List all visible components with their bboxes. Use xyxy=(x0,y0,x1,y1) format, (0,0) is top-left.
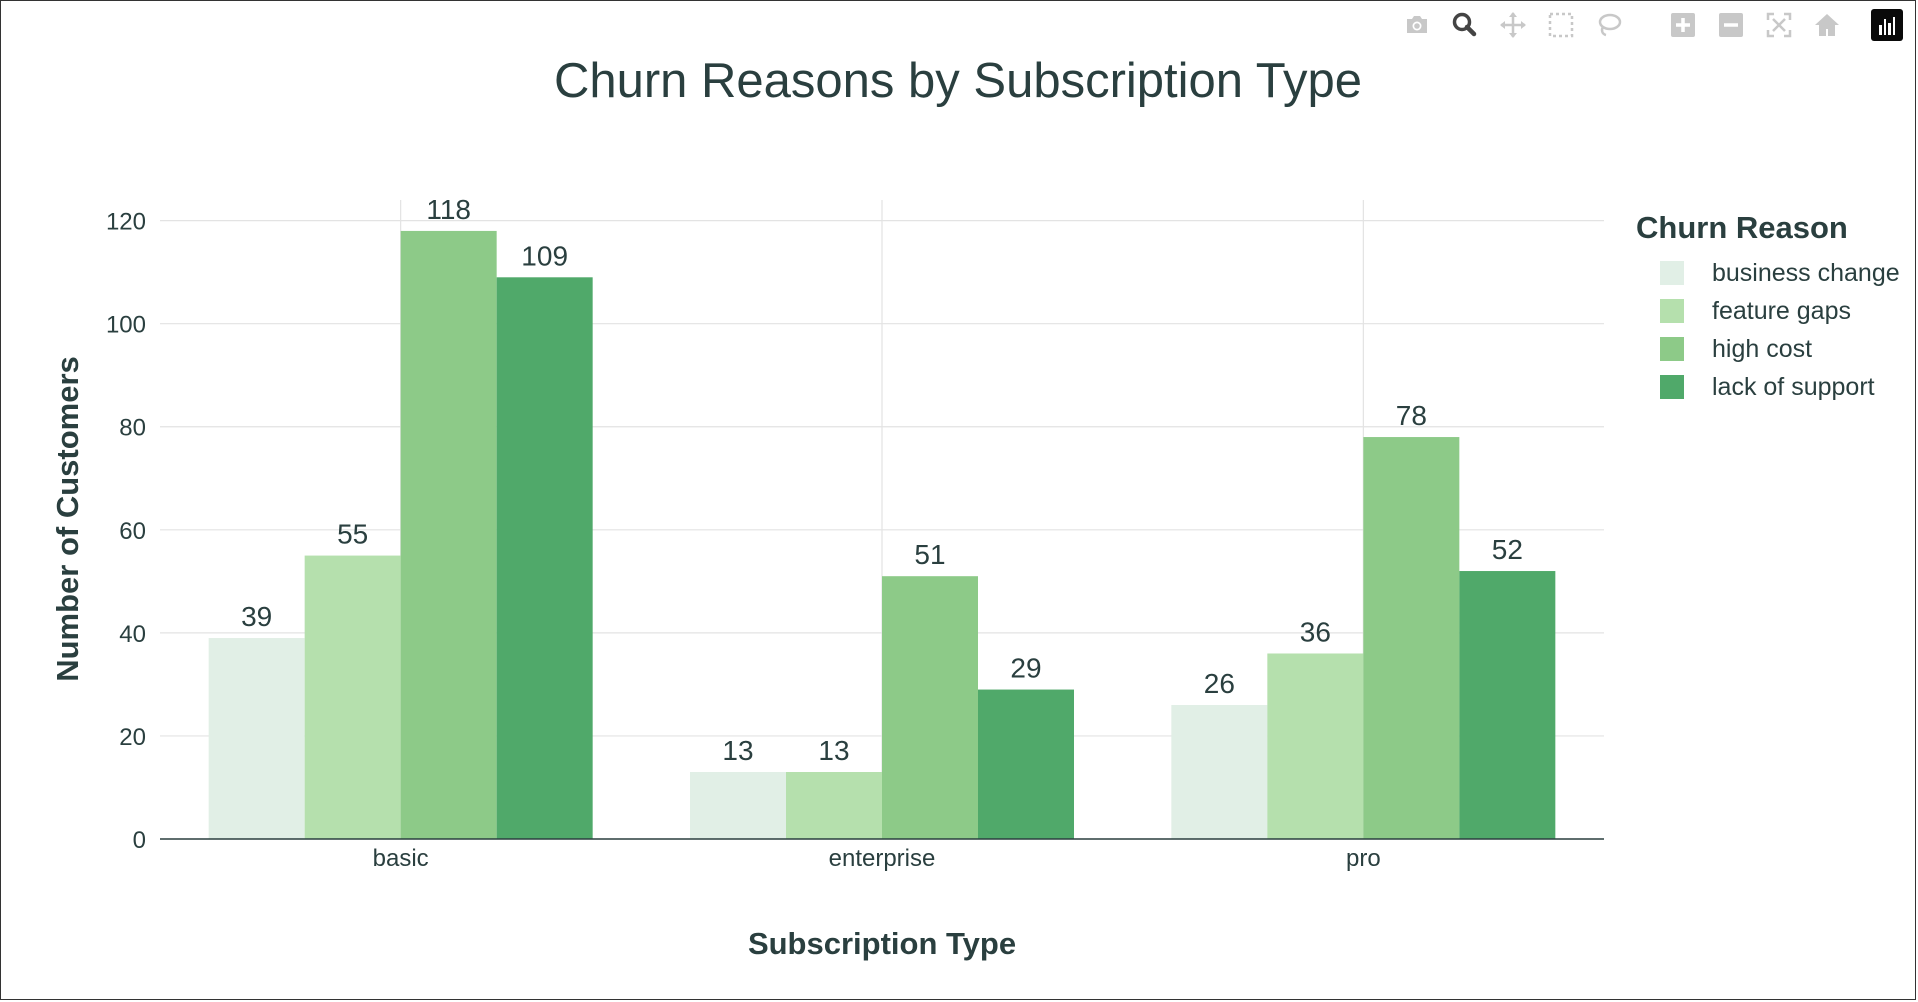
legend-label: high cost xyxy=(1712,334,1813,363)
reset-axes-icon[interactable] xyxy=(1810,8,1844,42)
box-select-icon[interactable] xyxy=(1544,8,1578,42)
lasso-select-icon[interactable] xyxy=(1592,8,1626,42)
y-axis-ticks: 0 20 40 60 80 100 120 xyxy=(106,209,146,854)
bar-value-label: 39 xyxy=(241,601,272,632)
bar-basic-business-change[interactable] xyxy=(208,638,305,839)
bar-value-label: 55 xyxy=(337,519,368,550)
zoom-out-icon[interactable] xyxy=(1714,8,1748,42)
y-tick-label: 80 xyxy=(119,415,146,442)
bars[interactable] xyxy=(208,230,1556,839)
legend-item-lack-of-support[interactable]: lack of support xyxy=(1660,368,1900,406)
chart-title: Churn Reasons by Subscription Type xyxy=(554,54,1362,108)
y-tick-label: 100 xyxy=(106,312,146,339)
legend-item-high-cost[interactable]: high cost xyxy=(1660,330,1900,368)
bar-enterprise-lack-of-support[interactable] xyxy=(978,689,1074,839)
legend-swatch xyxy=(1660,337,1684,361)
bar-basic-lack-of-support[interactable] xyxy=(496,277,593,839)
y-tick-label: 120 xyxy=(106,209,146,236)
legend: Churn Reason business change feature gaps… xyxy=(1636,210,1900,406)
y-tick-label: 0 xyxy=(133,827,146,854)
legend-swatch xyxy=(1660,261,1684,285)
bar-enterprise-business-change[interactable] xyxy=(690,772,786,839)
x-tick-label-enterprise: enterprise xyxy=(829,845,936,872)
x-tick-label-basic: basic xyxy=(373,845,429,872)
bar-value-label: 109 xyxy=(521,240,568,271)
bar-value-label: 26 xyxy=(1204,668,1235,699)
bar-pro-lack-of-support[interactable] xyxy=(1459,571,1556,839)
legend-item-feature-gaps[interactable]: feature gaps xyxy=(1660,292,1900,330)
legend-swatch xyxy=(1660,375,1684,399)
pan-icon[interactable] xyxy=(1496,8,1530,42)
modebar-group xyxy=(1652,8,1844,42)
bar-value-label: 29 xyxy=(1010,653,1041,684)
bar-value-label: 51 xyxy=(914,539,945,570)
legend-item-business-change[interactable]: business change xyxy=(1660,254,1900,292)
modebar-group xyxy=(1386,8,1626,42)
legend-swatch xyxy=(1660,299,1684,323)
y-axis-label: Number of Customers xyxy=(50,356,85,682)
x-tick-label-pro: pro xyxy=(1346,845,1381,872)
plotly-logo-icon[interactable] xyxy=(1870,8,1904,42)
legend-label: feature gaps xyxy=(1712,296,1851,325)
legend-label: business change xyxy=(1712,258,1900,287)
bar-value-label: 13 xyxy=(818,735,849,766)
y-tick-label: 60 xyxy=(119,518,146,545)
bar-basic-high-cost[interactable] xyxy=(400,230,497,839)
legend-title: Churn Reason xyxy=(1636,210,1848,245)
bar-basic-feature-gaps[interactable] xyxy=(304,555,401,839)
bar-pro-high-cost[interactable] xyxy=(1363,437,1460,839)
zoom-in-icon[interactable] xyxy=(1666,8,1700,42)
y-tick-label: 40 xyxy=(119,621,146,648)
bar-value-label: 78 xyxy=(1396,400,1427,431)
modebar xyxy=(1360,8,1904,42)
bar-enterprise-high-cost[interactable] xyxy=(882,576,978,839)
bar-labels: 39 55 118 109 13 13 51 29 26 36 78 52 xyxy=(241,194,1523,766)
zoom-icon[interactable] xyxy=(1448,8,1482,42)
legend-items: business change feature gaps high cost lack… xyxy=(1636,254,1900,406)
bar-enterprise-feature-gaps[interactable] xyxy=(786,772,882,839)
bar-value-label: 118 xyxy=(426,194,471,225)
legend-label: lack of support xyxy=(1712,372,1875,401)
x-axis-ticks: basic enterprise pro xyxy=(373,845,1381,872)
autoscale-icon[interactable] xyxy=(1762,8,1796,42)
bar-value-label: 52 xyxy=(1492,534,1523,565)
bar-value-label: 13 xyxy=(722,735,753,766)
bar-pro-feature-gaps[interactable] xyxy=(1267,653,1364,839)
bar-pro-business-change[interactable] xyxy=(1171,705,1268,839)
x-axis-label: Subscription Type xyxy=(748,926,1016,961)
y-tick-label: 20 xyxy=(119,724,146,751)
bar-value-label: 36 xyxy=(1300,616,1331,647)
camera-icon[interactable] xyxy=(1400,8,1434,42)
